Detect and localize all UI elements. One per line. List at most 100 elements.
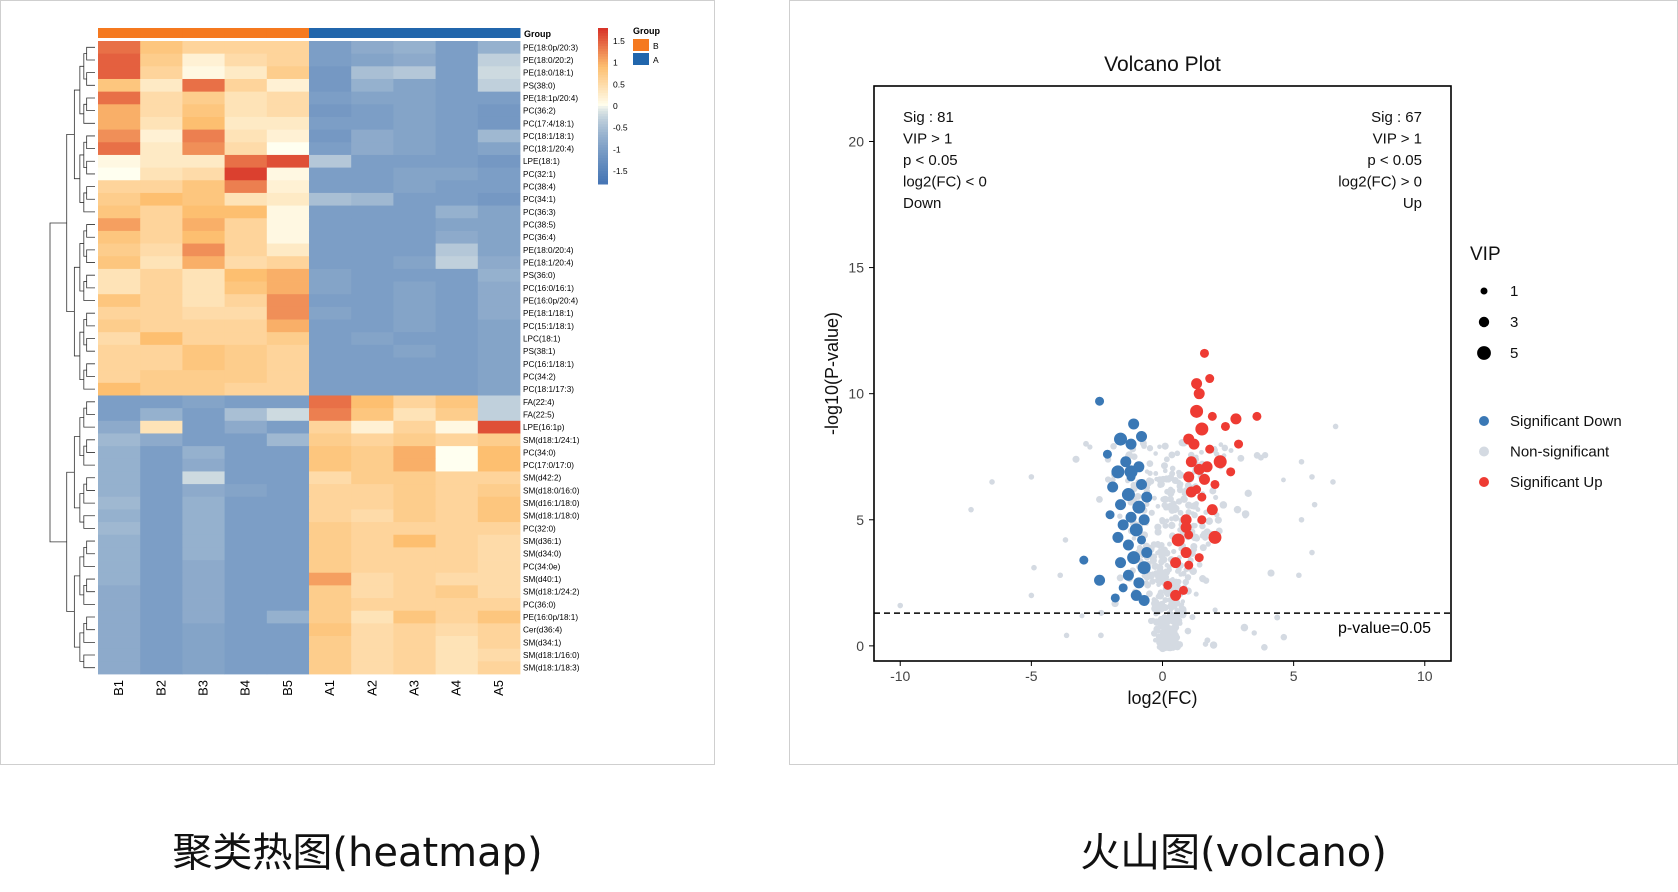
nonsignificant-point [897, 602, 904, 609]
color-scale-segment [598, 51, 608, 55]
nonsignificant-point [1171, 548, 1177, 555]
nonsignificant-point [1152, 495, 1157, 501]
row-label: PE(16:0p/18:1) [523, 613, 578, 622]
heatmap-cell [224, 534, 268, 548]
heatmap-cell [435, 636, 479, 650]
heatmap-cell [140, 636, 183, 650]
heatmap-cell [393, 661, 436, 675]
heatmap-cell [435, 598, 479, 612]
nonsignificant-point [968, 506, 974, 513]
heatmap-cell [224, 395, 268, 409]
heatmap-cell [351, 218, 394, 232]
heatmap-cell [182, 281, 225, 295]
nonsignificant-point [1160, 496, 1167, 503]
heatmap-cell [435, 471, 479, 485]
heatmap-cell [477, 91, 521, 105]
heatmap-cell [182, 91, 225, 105]
heatmap-cell [266, 446, 310, 460]
size-legend-dot [1477, 346, 1491, 360]
nonsignificant-point [1156, 548, 1164, 556]
color-scale-segment [598, 129, 608, 133]
dendrogram-branch [83, 281, 95, 301]
color-scale-segment [598, 108, 608, 112]
nonsignificant-point [1153, 451, 1158, 456]
nonsignificant-point [1332, 423, 1339, 430]
nonsignificant-point [1228, 448, 1234, 454]
nonsignificant-point [1174, 450, 1181, 457]
heatmap-cell [309, 534, 352, 548]
row-label: SM(d18:0/16:0) [523, 486, 580, 495]
nonsignificant-point [1309, 474, 1315, 480]
heatmap-cell [309, 129, 352, 143]
color-scale-segment [598, 54, 608, 58]
heatmap-cell [140, 319, 183, 333]
heatmap-cell [393, 281, 436, 295]
color-scale-tick: 1 [613, 58, 618, 68]
heatmap-cell [182, 610, 225, 624]
color-legend-label: Significant Down [1510, 413, 1622, 430]
nonsignificant-point [1162, 468, 1168, 474]
heatmap-cell [477, 294, 521, 308]
significant-down-point [1095, 396, 1105, 406]
nonsignificant-point [1031, 564, 1037, 571]
heatmap-cell [351, 661, 394, 675]
color-scale-segment [598, 80, 608, 84]
heatmap-cell [224, 116, 268, 131]
heatmap-cell [309, 661, 352, 675]
nonsignificant-point [1146, 590, 1153, 598]
significant-down-point [1141, 547, 1153, 559]
heatmap-cell [224, 636, 268, 650]
heatmap-cell [477, 395, 521, 409]
color-legend-label: Non-significant [1510, 444, 1610, 461]
heatmap-cell [140, 205, 183, 219]
heatmap-cell [435, 230, 479, 244]
nonsignificant-point [1209, 487, 1217, 495]
heatmap-cell [309, 357, 352, 371]
y-axis-label: -log10(P-value) [822, 312, 842, 435]
group-bar-cell [393, 28, 437, 38]
nonsignificant-point [1146, 460, 1154, 467]
heatmap-cell [393, 357, 436, 371]
heatmap-cell [351, 357, 394, 371]
heatmap-cell [477, 66, 521, 80]
heatmap-cell [140, 446, 183, 460]
heatmap-cell [266, 344, 310, 358]
heatmap-cell [393, 433, 436, 447]
heatmap-cell [435, 370, 479, 384]
heatmap-cell [98, 522, 141, 536]
heatmap-cell [224, 154, 268, 168]
nonsignificant-point [1163, 505, 1169, 511]
nonsignificant-point [1136, 544, 1143, 551]
heatmap-cell [98, 408, 141, 422]
heatmap-cell [182, 395, 225, 409]
heatmap-cell [140, 534, 183, 548]
significant-down-points [1079, 396, 1153, 606]
nonsignificant-point [1166, 597, 1172, 603]
row-label: LPE(16:1p) [523, 423, 565, 432]
heatmap-cell [98, 306, 141, 320]
heatmap-cell [435, 306, 479, 320]
significant-down-point [1120, 456, 1132, 468]
heatmap-cell [393, 41, 436, 55]
nonsignificant-point [1157, 589, 1164, 596]
dendrogram-root [49, 222, 67, 543]
size-legend-title: VIP [1470, 244, 1501, 265]
heatmap-cell [393, 572, 436, 586]
heatmap-cell [351, 560, 394, 574]
size-legend-label: 3 [1510, 314, 1518, 331]
heatmap-cell [309, 433, 352, 447]
nonsignificant-point [1192, 522, 1198, 529]
nonsignificant-point [1213, 494, 1219, 500]
heatmap-cell [435, 154, 479, 168]
dendrogram-branch [79, 493, 84, 523]
row-label: PS(38:1) [523, 347, 556, 356]
heatmap-cell [351, 142, 394, 156]
heatmap-cell [393, 268, 436, 282]
heatmap-cell [140, 243, 183, 257]
heatmap-cell [98, 572, 141, 586]
heatmap-cell [98, 281, 141, 295]
nonsignificant-point [1152, 637, 1158, 643]
nonsignificant-point [1281, 477, 1286, 483]
heatmap-cell [435, 256, 479, 270]
nonsignificant-point [1214, 516, 1222, 524]
